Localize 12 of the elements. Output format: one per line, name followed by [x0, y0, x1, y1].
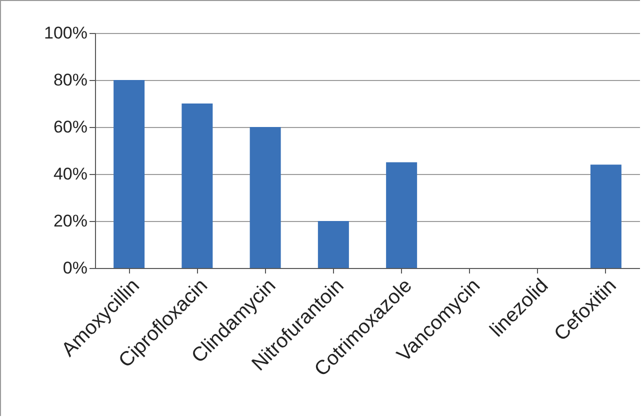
- y-tick-label: 100%: [44, 24, 88, 42]
- bar: [318, 221, 349, 268]
- y-tick-label: 40%: [53, 164, 88, 184]
- y-tick-label: 20%: [53, 212, 88, 230]
- bar: [590, 164, 622, 268]
- y-tick-label: 60%: [53, 118, 88, 136]
- y-tick-label: 80%: [53, 70, 88, 90]
- bar: [182, 104, 213, 268]
- bar: [386, 162, 418, 268]
- bar: [114, 80, 145, 268]
- bar: [250, 127, 281, 268]
- y-tick-label: 0%: [62, 258, 88, 278]
